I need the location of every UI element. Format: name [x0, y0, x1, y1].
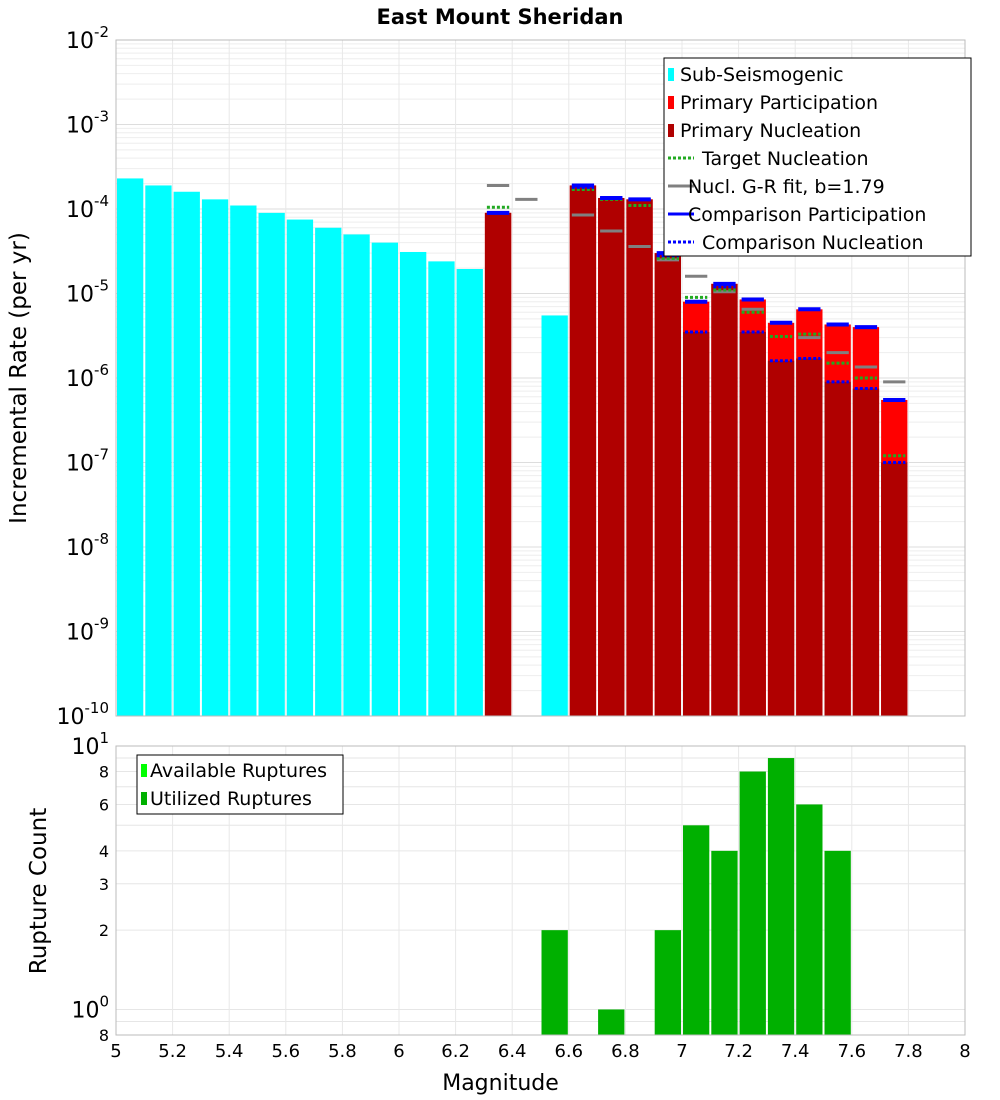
legend-label: Comparison Nucleation [702, 232, 924, 254]
count-y-axis-label: Rupture Count [26, 808, 52, 974]
sub-seismogenic-bar [343, 234, 370, 717]
legend-label: Utilized Ruptures [150, 788, 312, 810]
rate-y-tick-label: 10-4 [66, 192, 109, 223]
utilized-ruptures-bar [767, 758, 795, 1035]
legend-swatch [141, 792, 147, 805]
sub-seismogenic-bar [258, 212, 285, 716]
utilized-ruptures-bar [654, 930, 681, 1035]
rupture-count-plot: 8 100 2 3 4 6 8 101 5 5.2 5.4 5.6 5.8 6 6.2 6.4 6.6 6.8 7 7… [26, 729, 971, 1096]
count-y-tick-label: 8 [99, 1026, 109, 1045]
count-y-tick-label: 4 [99, 842, 109, 861]
legend-label: Available Ruptures [150, 760, 327, 782]
primary-nucleation-bar [683, 332, 710, 716]
primary-nucleation-bar [852, 388, 880, 716]
rate-y-tick-label: 10-7 [66, 446, 109, 477]
x-tick-label: 7.8 [894, 1041, 923, 1062]
legend-swatch [668, 68, 674, 81]
x-tick-label: 8 [959, 1041, 970, 1062]
count-y-tick-label: 100 [71, 992, 109, 1023]
rate-legend-box [663, 57, 972, 257]
primary-nucleation-bar [711, 283, 738, 716]
primary-nucleation-bar [654, 253, 681, 716]
rate-y-tick-label: 10-9 [66, 615, 109, 646]
sub-seismogenic-bar [428, 261, 455, 716]
count-y-tick-label: 2 [99, 921, 109, 940]
primary-nucleation-bar [881, 462, 908, 716]
x-tick-label: 5.2 [158, 1041, 187, 1062]
sub-seismogenic-bar [117, 178, 144, 717]
primary-nucleation-bar [824, 381, 851, 716]
x-tick-label: 6.6 [554, 1041, 583, 1062]
primary-nucleation-bar [598, 197, 625, 716]
x-tick-label: 7 [676, 1041, 687, 1062]
rate-y-tick-label: 10-6 [66, 361, 109, 392]
x-tick-label: 6.2 [441, 1041, 470, 1062]
x-tick-label: 5 [110, 1041, 121, 1062]
utilized-ruptures-bar [598, 1009, 625, 1035]
count-y-tick-label: 101 [71, 729, 109, 760]
utilized-ruptures-bar [824, 850, 851, 1035]
sub-seismogenic-bar [230, 205, 257, 716]
primary-nucleation-bar [569, 185, 597, 717]
sub-seismogenic-bar [145, 185, 172, 717]
legend-label: Nucl. G-R fit, b=1.79 [688, 176, 885, 198]
legend-swatch [668, 124, 674, 137]
utilized-ruptures-bar [796, 804, 823, 1035]
x-axis-label: Magnitude [442, 1071, 559, 1096]
sub-seismogenic-bar [456, 268, 483, 716]
legend-label: Comparison Participation [688, 204, 926, 226]
chart-title: East Mount Sheridan [377, 5, 624, 29]
count-plot-border [115, 745, 966, 1036]
sub-seismogenic-bar [286, 219, 314, 717]
count-legend-box [136, 754, 344, 815]
x-tick-label: 5.4 [215, 1041, 244, 1062]
rate-y-tick-label: 10-2 [66, 23, 109, 54]
legend-swatch [141, 764, 147, 777]
legend-label: Target Nucleation [701, 148, 869, 170]
primary-nucleation-bar [484, 212, 512, 716]
utilized-ruptures-bar [711, 850, 738, 1035]
count-y-tick-label: 6 [99, 795, 109, 814]
sub-seismogenic-bar [173, 191, 200, 717]
sub-seismogenic-bar [315, 227, 342, 716]
utilized-ruptures-bar [541, 930, 568, 1035]
legend-label: Primary Nucleation [680, 120, 861, 142]
count-y-tick-label: 3 [99, 875, 109, 894]
sub-seismogenic-bar [371, 242, 398, 717]
rate-y-axis-label: Incremental Rate (per yr) [6, 232, 32, 524]
legend-label: Primary Participation [680, 92, 878, 114]
primary-nucleation-bar [739, 332, 766, 716]
rate-plot-border [115, 39, 966, 717]
utilized-ruptures-bar [683, 825, 710, 1035]
legend-label: Sub-Seismogenic [680, 64, 844, 86]
x-tick-label: 7.4 [781, 1041, 810, 1062]
x-tick-label: 6.4 [498, 1041, 527, 1062]
sub-seismogenic-bar [541, 315, 568, 716]
x-tick-label: 5.8 [328, 1041, 357, 1062]
primary-nucleation-bar [796, 358, 823, 716]
rate-y-tick-label: 10-5 [66, 277, 109, 308]
rate-y-tick-label: 10-8 [66, 530, 109, 561]
legend-swatch [668, 96, 674, 109]
sub-seismogenic-bar [201, 199, 229, 717]
sub-seismogenic-bar [400, 251, 427, 717]
rate-y-tick-label: 10-10 [57, 699, 110, 730]
rate-plot: 10-10 10-9 10-8 10-7 10-6 10-5 10-4 10-3 10-2 Eas… [6, 5, 972, 730]
primary-nucleation-bar [626, 199, 653, 717]
x-tick-label: 5.6 [271, 1041, 300, 1062]
x-tick-label: 7.6 [837, 1041, 866, 1062]
utilized-ruptures-bar [739, 771, 766, 1035]
x-tick-label: 6 [393, 1041, 404, 1062]
x-tick-label: 7.2 [724, 1041, 753, 1062]
x-tick-label: 6.8 [611, 1041, 640, 1062]
primary-nucleation-bar [767, 360, 795, 716]
rate-y-tick-label: 10-3 [66, 108, 109, 139]
count-y-tick-label: 8 [99, 763, 109, 782]
